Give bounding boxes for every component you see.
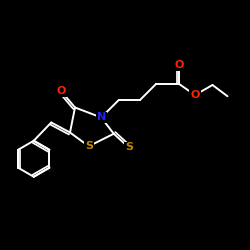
Text: S: S [125,142,133,152]
Text: O: O [190,90,200,100]
Text: S: S [85,141,93,151]
Text: O: O [174,60,184,70]
Text: N: N [96,112,106,122]
Text: O: O [56,86,66,96]
